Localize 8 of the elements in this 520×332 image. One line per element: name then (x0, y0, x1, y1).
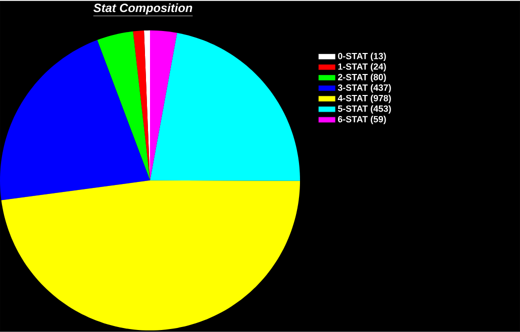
legend-label: 1-STAT (24) (338, 63, 386, 72)
legend-label: 3-STAT (437) (338, 84, 391, 93)
legend-label: 5-STAT (453) (338, 105, 391, 114)
chart-title: Stat Composition (93, 3, 192, 15)
legend-label: 0-STAT (13) (338, 52, 386, 62)
legend-label: 2-STAT (80) (338, 74, 386, 82)
legend-label: 4-STAT (978) (338, 94, 391, 104)
legend-label: 6-STAT (59) (338, 116, 386, 124)
